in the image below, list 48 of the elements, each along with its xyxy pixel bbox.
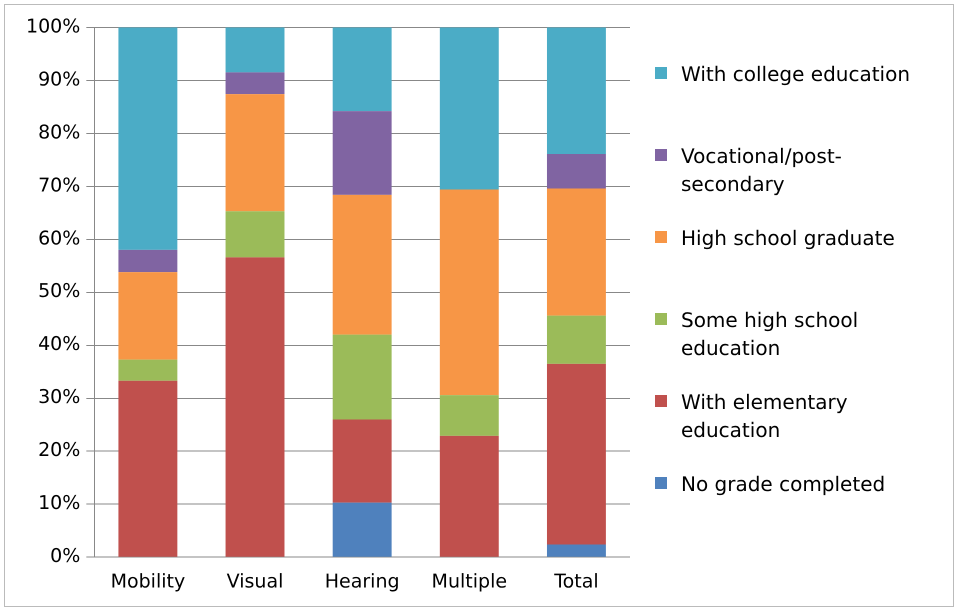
- y-tick-label: 30%: [38, 386, 80, 408]
- x-tick-label: Total: [553, 570, 599, 593]
- bar: [332, 334, 392, 420]
- bar: [226, 72, 284, 94]
- bar: [226, 257, 284, 557]
- bar: [118, 27, 178, 250]
- y-tick-label: 80%: [38, 121, 80, 144]
- legend-label: Some high school education: [681, 307, 860, 362]
- bar: [226, 27, 284, 72]
- x-tick-label: Multiple: [432, 570, 508, 593]
- bar: [118, 360, 178, 381]
- y-tick-label: 50%: [38, 280, 80, 302]
- y-tick-label: 40%: [38, 333, 80, 356]
- bar: [546, 316, 606, 364]
- bar: [226, 94, 284, 212]
- x-tick-label: Visual: [226, 570, 284, 593]
- bar: [332, 111, 392, 195]
- bar: [546, 154, 606, 188]
- legend-label: With college education: [681, 61, 912, 88]
- y-tick-label: 70%: [38, 174, 80, 196]
- bar: [118, 250, 178, 272]
- x-tick-label: Hearing: [324, 570, 400, 593]
- bar: [440, 436, 499, 557]
- bar: [440, 27, 499, 190]
- bar: [332, 27, 392, 112]
- bar: [226, 211, 284, 258]
- y-tick-label: 90%: [38, 68, 80, 90]
- y-tick-label: 60%: [38, 227, 80, 250]
- legend-label: High school graduate: [681, 225, 896, 252]
- bar: [440, 190, 499, 396]
- bar: [546, 188, 606, 316]
- bar: [546, 544, 606, 557]
- bar: [440, 395, 499, 436]
- bar: [332, 502, 392, 557]
- bar: [332, 419, 392, 503]
- bar: [118, 272, 178, 360]
- bar: [118, 380, 178, 557]
- bar: [546, 364, 606, 544]
- y-tick-label: 0%: [50, 545, 80, 568]
- bar: [546, 27, 606, 154]
- legend-label: With elementary education: [681, 389, 849, 444]
- y-tick-label: 20%: [38, 439, 80, 462]
- y-tick-label: 10%: [38, 492, 80, 514]
- x-tick-label: Mobility: [110, 570, 186, 593]
- bar: [332, 194, 392, 335]
- legend-label: Vocational/post-secondary: [681, 143, 843, 198]
- y-tick-label: 100%: [26, 15, 80, 38]
- legend-label: No grade completed: [681, 471, 886, 498]
